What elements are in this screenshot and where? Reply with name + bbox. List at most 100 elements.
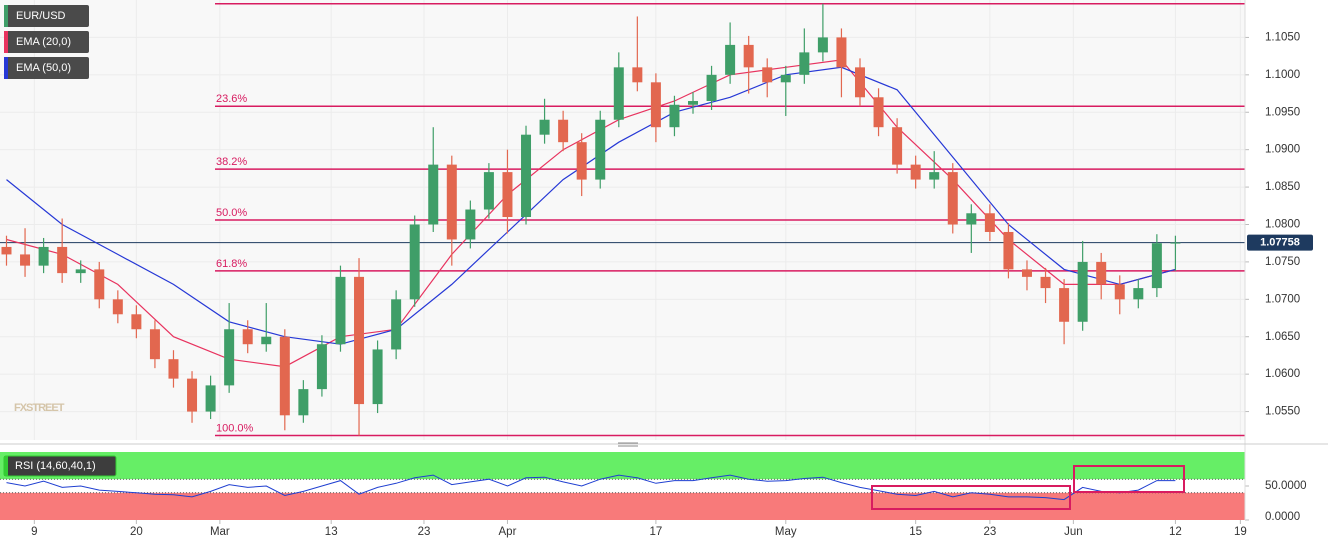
candle-body [409, 224, 420, 300]
watermark: FXSTREET [14, 402, 65, 414]
candle-body [502, 172, 513, 218]
candle-body [929, 172, 940, 180]
y-tick-label: 1.0850 [1265, 181, 1300, 193]
candle-body [836, 37, 847, 68]
legend-box[interactable] [4, 57, 89, 79]
legend-swatch [4, 5, 8, 27]
rsi-swatch [4, 456, 8, 476]
ema-line [6, 59, 1176, 368]
y-tick-label: 1.0900 [1265, 144, 1300, 156]
candle-body [947, 172, 958, 225]
candle-body [576, 142, 587, 180]
x-tick-label: 9 [31, 526, 37, 538]
candle-body [1, 246, 12, 255]
candle-body [112, 299, 123, 315]
candle-body [613, 67, 624, 120]
candle-body [1077, 261, 1088, 322]
candle-body [780, 74, 791, 83]
x-tick-label: 19 [1234, 526, 1247, 538]
candle-body [261, 336, 272, 345]
candle-body [539, 119, 550, 135]
annotation-box [1073, 465, 1185, 493]
candle-body [1114, 284, 1125, 300]
y-tick-label: 1.0950 [1265, 106, 1300, 118]
candle-body [279, 336, 290, 416]
x-tick-label: 12 [1169, 526, 1182, 538]
candle-body [483, 172, 494, 210]
candle-body [335, 276, 346, 345]
y-tick-label: 1.1000 [1265, 69, 1300, 81]
rsi-title: RSI (14,60,40,1) [15, 460, 96, 472]
candle-body [1133, 288, 1144, 300]
candle-body [669, 104, 680, 128]
candle-body [242, 329, 253, 345]
legend-swatch [4, 57, 8, 79]
legend-label: EMA (20,0) [16, 36, 71, 48]
candle-body [1151, 243, 1162, 289]
last-price-label: 1.07758 [1260, 237, 1300, 249]
candle-body [892, 127, 903, 165]
candle-body [20, 254, 31, 266]
candle-body [632, 67, 643, 83]
x-tick-label: 20 [130, 526, 143, 538]
candle-body [854, 67, 865, 98]
x-tick-label: Apr [499, 526, 517, 538]
candle-body [1021, 269, 1032, 277]
candle-body [558, 119, 569, 143]
fibonacci-label: 50.0% [216, 207, 247, 219]
candle-body [910, 164, 921, 180]
candle-body [1170, 242, 1181, 244]
x-tick-label: 13 [325, 526, 338, 538]
x-tick-label: 23 [983, 526, 996, 538]
candle-body [1059, 288, 1070, 322]
last-price-badge [1247, 234, 1313, 251]
candle-body [799, 52, 810, 75]
x-tick-label: May [775, 526, 797, 538]
candle-body [205, 385, 216, 412]
pane-handle[interactable] [618, 442, 638, 447]
candle-body [1096, 261, 1107, 285]
candle-body [1040, 276, 1051, 289]
y-tick-label: 1.0650 [1265, 331, 1300, 343]
y-tick-label: 1.0750 [1265, 256, 1300, 268]
legend-label: EUR/USD [16, 10, 66, 22]
fibonacci-label: 0.0% [216, 0, 241, 3]
fibonacci-label: 23.6% [216, 93, 247, 105]
candle-body [57, 246, 68, 274]
candle-body [149, 329, 160, 360]
candle-body [984, 213, 995, 232]
y-tick-label: 1.1050 [1265, 31, 1300, 43]
fibonacci-label: 100.0% [216, 422, 254, 434]
candle-body [391, 299, 402, 350]
fibonacci-label: 61.8% [216, 258, 247, 270]
candle-body [595, 119, 606, 180]
candle-body [706, 74, 717, 102]
candle-body [650, 82, 661, 128]
candle-body [966, 213, 977, 225]
candle-body [168, 359, 179, 379]
candle-body [428, 164, 439, 225]
candle-body [762, 67, 773, 83]
x-tick-label: Jun [1064, 526, 1083, 538]
fibonacci-label: 38.2% [216, 156, 247, 168]
legend-box[interactable] [4, 31, 89, 53]
x-tick-label: 23 [418, 526, 431, 538]
oversold-band [0, 492, 1245, 520]
y-tick-label: 0.0000 [1265, 511, 1300, 523]
x-tick-label: 17 [649, 526, 662, 538]
candle-body [38, 246, 49, 266]
legend-swatch [4, 31, 8, 53]
ema-line [6, 66, 1176, 345]
candle-body [725, 44, 736, 75]
y-tick-label: 1.0700 [1265, 293, 1300, 305]
candle-body [316, 344, 327, 390]
y-tick-label: 1.0550 [1265, 406, 1300, 418]
candle-body [873, 97, 884, 128]
candle-body [131, 314, 142, 330]
candle-body [1003, 231, 1014, 270]
candle-body [372, 349, 383, 405]
x-tick-label: 15 [909, 526, 922, 538]
legend-box[interactable] [4, 5, 89, 27]
candle-body [465, 209, 476, 240]
